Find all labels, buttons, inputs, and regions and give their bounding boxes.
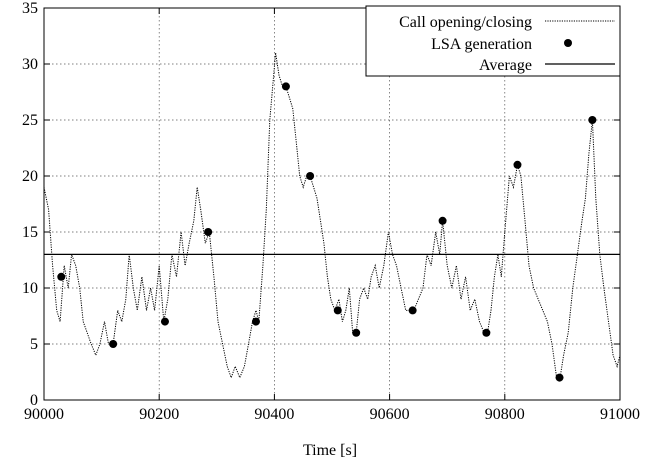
x-tick-label: 91000 (600, 406, 640, 423)
lsa-generation-point (408, 306, 417, 315)
y-tick-label: 10 (22, 280, 38, 297)
x-tick-label: 90400 (254, 406, 294, 423)
x-axis-label: Time [s] (303, 442, 357, 459)
x-tick-label: 90000 (24, 406, 64, 423)
y-tick-label: 15 (22, 224, 38, 241)
lsa-generation-point (438, 216, 447, 225)
series-layer (43, 52, 621, 382)
legend-label-call-opening-closing: Call opening/closing (399, 14, 532, 31)
lsa-generation-point (352, 328, 361, 337)
plot-frame (43, 7, 621, 401)
tick-labels: 90000 90200 90400 90600 90800 91000 0 5 10 15 20 25… (22, 0, 640, 423)
lsa-generation-point (281, 82, 290, 91)
lsa-generation-point (306, 172, 315, 180)
y-tick-label: 35 (22, 0, 38, 17)
y-tick-label: 20 (22, 168, 38, 185)
x-tick-label: 90600 (370, 406, 410, 423)
series-line-call-opening-closing (43, 52, 621, 380)
lsa-generation-point (160, 317, 169, 326)
y-tick-label: 5 (30, 336, 38, 353)
lsa-generation-point (204, 228, 213, 236)
y-tick-label: 0 (30, 392, 38, 409)
lsa-generation-point (251, 317, 260, 326)
x-tick-label: 90200 (139, 406, 179, 423)
lsa-generation-point (333, 306, 342, 315)
lsa-generation-point (109, 340, 118, 348)
legend-label-average: Average (479, 57, 532, 74)
x-tick-label: 90800 (485, 406, 525, 423)
lsa-generation-point (482, 328, 491, 337)
lsa-generation-point (588, 116, 597, 124)
legend-sample-lsa-generation (564, 39, 572, 47)
y-tick-label: 25 (22, 112, 38, 129)
legend: Call opening/closing LSA generation Aver… (365, 5, 621, 77)
lsa-generation-point (57, 272, 66, 281)
y-tick-label: 30 (22, 56, 38, 73)
legend-label-lsa-generation: LSA generation (431, 36, 532, 53)
ticks (43, 7, 621, 401)
lsa-generation-point (513, 160, 522, 169)
lsa-generation-point (555, 373, 564, 382)
